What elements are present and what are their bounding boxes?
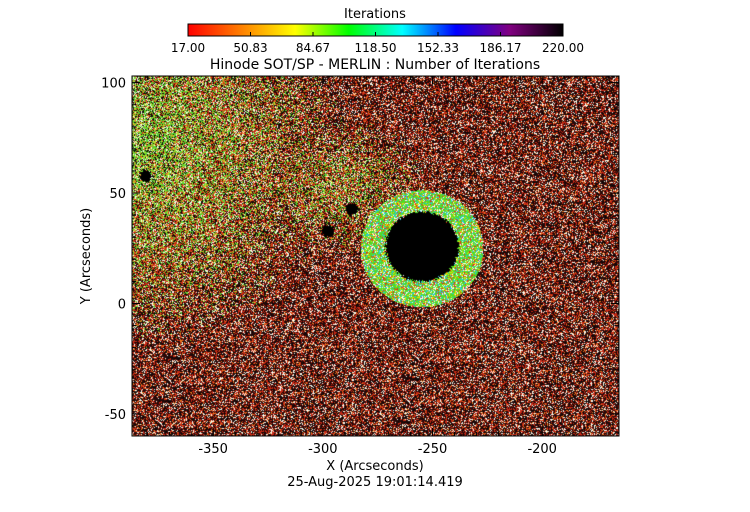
colorbar-tick-label: 186.17 <box>480 41 522 55</box>
plot-area <box>132 76 619 436</box>
x-tick-label: -350 <box>198 442 228 457</box>
colorbar-tick-label: 220.00 <box>542 41 584 55</box>
colorbar-tick-label: 84.67 <box>296 41 330 55</box>
colorbar-title: Iterations <box>344 7 406 22</box>
x-tick-label: -200 <box>527 442 557 457</box>
x-tick-label: -300 <box>308 442 338 457</box>
y-axis: -50 0 50 100 <box>101 77 619 423</box>
timestamp: 25-Aug-2025 19:01:14.419 <box>287 475 463 490</box>
colorbar-ticks: 17.00 50.83 84.67 118.50 152.33 186.17 220.00 <box>171 32 584 55</box>
colorbar-tick-label: 152.33 <box>417 41 459 55</box>
x-axis-label: X (Arcseconds) <box>326 459 423 474</box>
y-tick-label: 100 <box>101 77 126 92</box>
colorbar-tick-label: 50.83 <box>233 41 267 55</box>
y-tick-label: 50 <box>109 187 126 202</box>
y-tick-label: -50 <box>105 408 126 423</box>
colorbar-tick-label: 17.00 <box>171 41 205 55</box>
chart-title: Hinode SOT/SP - MERLIN : Number of Itera… <box>210 57 540 73</box>
colorbar-tick-label: 118.50 <box>355 41 397 55</box>
y-axis-label: Y (Arcseconds) <box>79 208 94 305</box>
x-axis: -350 -300 -250 -200 <box>146 76 609 457</box>
heatmap <box>132 76 619 436</box>
x-tick-label: -250 <box>418 442 448 457</box>
plot-frame <box>131 75 620 437</box>
heatmap-image <box>132 76 619 436</box>
y-tick-label: 0 <box>118 297 126 312</box>
